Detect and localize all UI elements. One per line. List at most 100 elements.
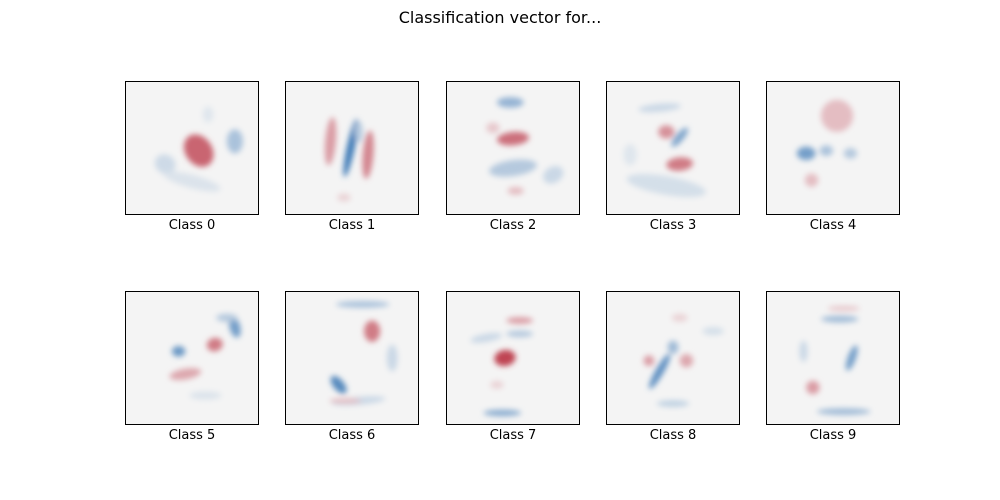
heatmap-weight-blob [507, 186, 524, 195]
heatmap-panel-class-4: Class 4 [766, 81, 900, 233]
heatmap-weight-blob [638, 103, 681, 113]
axes-frame [766, 81, 900, 215]
heatmap-image [446, 291, 580, 425]
heatmap-image [285, 291, 419, 425]
heatmap-panel-class-1: Class 1 [285, 81, 419, 233]
heatmap-weight-blob [506, 330, 534, 338]
heatmap-weight-blob [386, 344, 398, 372]
heatmap-panel-class-7: Class 7 [446, 291, 580, 443]
axes-frame [446, 291, 580, 425]
heatmap-weight-blob [470, 333, 503, 343]
heatmap-panel-class-2: Class 2 [446, 81, 580, 233]
panel-label: Class 2 [489, 218, 537, 233]
axes-frame [125, 81, 259, 215]
heatmap-weight-blob [337, 193, 351, 202]
panel-label: Class 3 [649, 218, 697, 233]
heatmap-weight-blob [496, 97, 524, 108]
heatmap-weight-blob [489, 159, 537, 177]
heatmap-weight-blob [643, 355, 655, 367]
panel-label: Class 0 [168, 218, 216, 233]
axes-frame [606, 81, 740, 215]
axes-frame [606, 291, 740, 425]
heatmap-weight-blob [216, 313, 238, 322]
panel-label: Class 9 [809, 428, 857, 443]
panel-label: Class 1 [328, 218, 376, 233]
heatmap-weight-blob [169, 368, 202, 381]
heatmap-image [766, 81, 900, 215]
heatmap-weight-blob [354, 121, 363, 143]
heatmap-weight-blob [206, 337, 223, 352]
heatmap-weight-blob [806, 380, 820, 395]
heatmap-weight-blob [626, 173, 706, 198]
heatmap-weight-blob [171, 345, 186, 357]
heatmap-weight-blob [163, 171, 221, 192]
heatmap-weight-blob [329, 398, 362, 404]
heatmap-panel-class-9: Class 9 [766, 291, 900, 443]
axes-frame [766, 291, 900, 425]
heatmap-image [606, 291, 740, 425]
heatmap-weight-blob [671, 127, 689, 147]
heatmap-weight-blob [799, 340, 808, 363]
heatmap-weight-blob [483, 409, 522, 417]
heatmap-panel-class-8: Class 8 [606, 291, 740, 443]
heatmap-weight-blob [343, 119, 358, 177]
heatmap-weight-blob [364, 320, 381, 342]
heatmap-weight-blob [202, 106, 214, 123]
heatmap-image [285, 81, 419, 215]
heatmap-weight-blob [543, 166, 564, 184]
heatmap-weight-blob [671, 313, 688, 322]
heatmap-panel-class-3: Class 3 [606, 81, 740, 233]
heatmap-image [766, 291, 900, 425]
figure-title: Classification vector for... [398, 8, 602, 27]
heatmap-image [606, 81, 740, 215]
axes-frame [446, 81, 580, 215]
heatmap-image [446, 81, 580, 215]
panel-label: Class 8 [649, 428, 697, 443]
heatmap-weight-blob [796, 146, 816, 161]
heatmap-weight-blob [820, 315, 859, 323]
heatmap-weight-blob [335, 301, 390, 308]
heatmap-weight-blob [656, 400, 690, 407]
heatmap-weight-blob [667, 340, 679, 354]
heatmap-weight-blob [827, 305, 860, 312]
heatmap-weight-blob [494, 349, 516, 367]
panel-label: Class 6 [328, 428, 376, 443]
heatmap-weight-blob [804, 173, 819, 187]
axes-frame [285, 81, 419, 215]
heatmap-panel-class-0: Class 0 [125, 81, 259, 233]
heatmap-weight-blob [183, 134, 214, 167]
heatmap-background [125, 291, 259, 425]
heatmap-weight-blob [324, 117, 337, 166]
heatmap-weight-blob [496, 131, 530, 146]
heatmap-weight-blob [820, 99, 854, 132]
heatmap-image [125, 81, 259, 215]
heatmap-weight-blob [623, 143, 637, 166]
panel-label: Class 7 [489, 428, 537, 443]
heatmap-panel-class-5: Class 5 [125, 291, 259, 443]
heatmap-weight-blob [486, 122, 500, 134]
heatmap-weight-blob [816, 408, 871, 415]
panel-label: Class 4 [809, 218, 857, 233]
heatmap-weight-blob [189, 391, 222, 400]
heatmap-weight-blob [490, 380, 504, 389]
panel-label: Class 5 [168, 428, 216, 443]
heatmap-weight-blob [819, 145, 833, 157]
heatmap-weight-blob [679, 353, 694, 368]
axes-frame [285, 291, 419, 425]
axes-frame [125, 291, 259, 425]
heatmap-weight-blob [666, 157, 694, 171]
heatmap-weight-blob [648, 353, 671, 389]
heatmap-weight-blob [330, 375, 347, 394]
heatmap-weight-blob [154, 154, 176, 174]
heatmap-weight-blob [658, 125, 675, 139]
heatmap-weight-blob [843, 148, 858, 159]
heatmap-image [125, 291, 259, 425]
heatmap-panel-class-6: Class 6 [285, 291, 419, 443]
heatmap-weight-blob [226, 129, 243, 154]
heatmap-weight-blob [362, 130, 374, 179]
heatmap-weight-blob [845, 345, 858, 371]
heatmap-weight-blob [506, 317, 534, 324]
heatmap-weight-blob [229, 316, 241, 338]
heatmap-weight-blob [702, 327, 724, 336]
heatmap-background [766, 291, 900, 425]
